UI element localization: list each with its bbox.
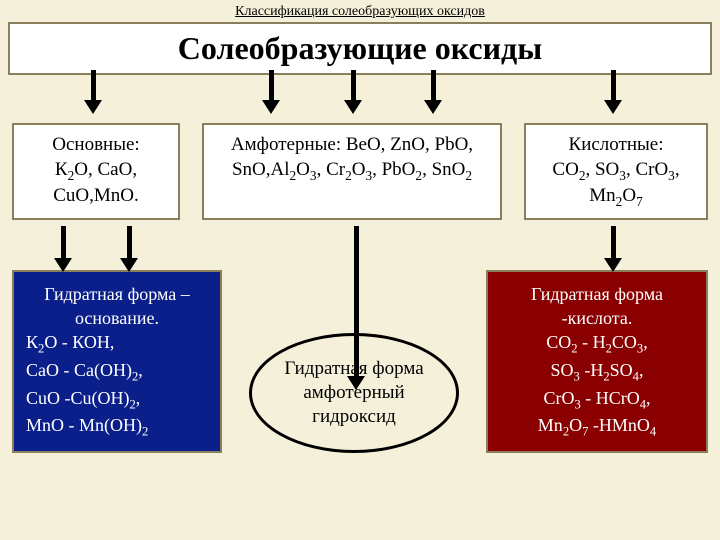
acid-heading: Кислотные: [569, 134, 664, 155]
hydrate-acid-title: Гидратная форма -кислота. [500, 282, 694, 331]
arrow-down-icon [347, 226, 365, 390]
acid-body: CO2, SO3, CrO3, Mn2O7 [552, 159, 679, 206]
amph-heading: Амфотерные: [231, 134, 341, 155]
arrow-down-icon [54, 226, 72, 272]
hydrate-acid-card: Гидратная форма -кислота. CO2 - H2CO3,SO… [486, 270, 708, 453]
hydrate-base-card: Гидратная форма – основание. К2О - КОН,С… [12, 270, 222, 453]
arrow-down-icon [262, 70, 280, 114]
basic-oxides-card: Основные: К2О, СаО, CuO,MnO. [12, 123, 180, 220]
arrow-down-icon [344, 70, 362, 114]
arrow-down-icon [424, 70, 442, 114]
hydrate-base-title: Гидратная форма – основание. [26, 282, 208, 331]
oxide-types-row: Основные: К2О, СаО, CuO,MnO. Амфотерные:… [0, 123, 720, 220]
amphoteric-oxides-card: Амфотерные: BeO, ZnO, PbO, SnO,Al2O3, Cr… [202, 123, 502, 220]
arrow-down-icon [84, 70, 102, 114]
hydrate-acid-lines: CO2 - H2CO3,SO3 -H2SO4,CrO3 - HCrO4,Mn2O… [500, 330, 694, 440]
basic-heading: Основные: [52, 134, 139, 155]
hydrate-base-lines: К2О - КОН,СаО - Са(ОН)2,CuO -Cu(OH)2,MnO… [26, 330, 208, 440]
arrow-down-icon [604, 70, 622, 114]
page-subtitle: Классификация солеобразующих оксидов [0, 0, 720, 20]
arrow-down-icon [120, 226, 138, 272]
basic-body: К2О, СаО, CuO,MnO. [53, 159, 139, 206]
page-title: Солеобразующие оксиды [8, 22, 712, 75]
acidic-oxides-card: Кислотные: CO2, SO3, CrO3, Mn2O7 [524, 123, 708, 220]
arrow-down-icon [604, 226, 622, 272]
